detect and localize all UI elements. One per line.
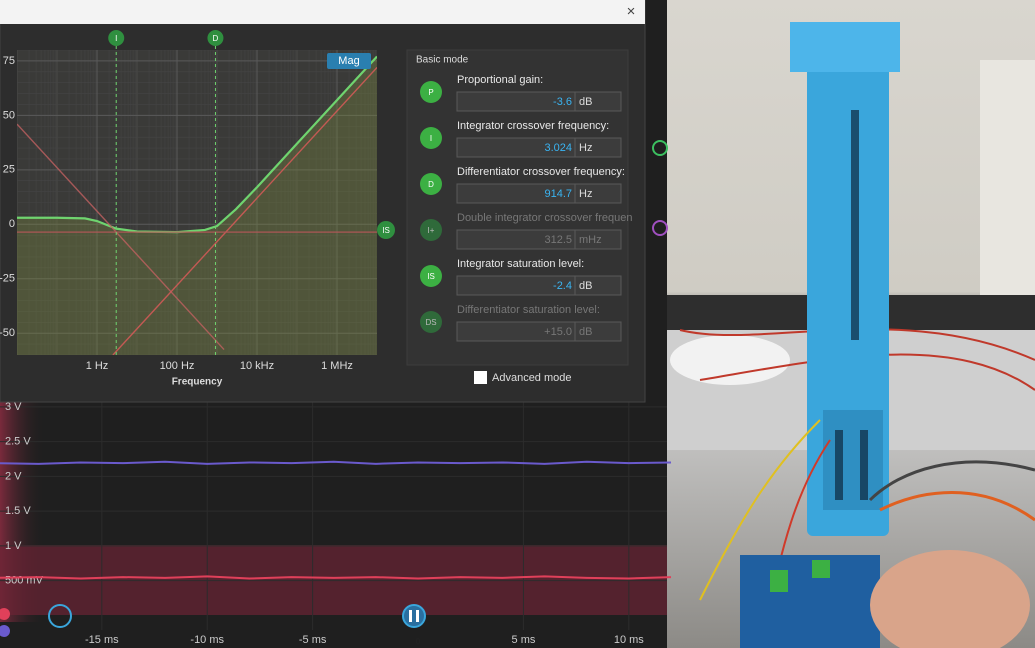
- cursor-button[interactable]: [48, 604, 72, 628]
- y-tick-label: 2.5 V: [5, 436, 31, 448]
- magnitude-curve: [17, 123, 225, 351]
- magnitude-area: [17, 56, 377, 355]
- y-tick-label: -50: [0, 327, 15, 339]
- marker-label: I: [115, 34, 117, 43]
- checkbox-label: Advanced mode: [492, 372, 572, 384]
- magnitude-curve: [112, 66, 377, 355]
- x-tick-label: 5 ms: [512, 634, 536, 646]
- marker-handle[interactable]: [108, 30, 125, 46]
- control-icon[interactable]: [420, 173, 442, 195]
- magnitude-curve: [17, 55, 377, 234]
- control-input[interactable]: [456, 275, 622, 296]
- marker-label: D: [213, 34, 219, 43]
- connector: [652, 220, 668, 236]
- control-unit: dB: [579, 96, 592, 108]
- x-axis-label: Frequency: [172, 377, 223, 388]
- x-tick-label: 1 Hz: [86, 360, 109, 372]
- y-tick-label: 0: [9, 218, 15, 230]
- title-bar: [0, 0, 645, 24]
- pause-button[interactable]: [402, 604, 426, 628]
- control-label: Integrator saturation level:: [457, 258, 584, 270]
- control-input[interactable]: [456, 91, 622, 112]
- camera-photo: [667, 0, 1035, 648]
- y-tick-label: 3 V: [5, 401, 22, 413]
- marker-handle[interactable]: [207, 30, 224, 46]
- x-tick-label: 100 Hz: [160, 360, 195, 372]
- x-tick-label: -10 ms: [190, 634, 224, 646]
- control-label: Differentiator crossover frequency:: [457, 166, 625, 178]
- close-button[interactable]: ×: [627, 3, 636, 20]
- control-label: Proportional gain:: [457, 74, 543, 86]
- y-tick-label: 1 V: [5, 540, 22, 552]
- control-input[interactable]: [456, 183, 622, 204]
- control-icon[interactable]: [420, 311, 442, 333]
- x-tick-label: 10 kHz: [240, 360, 274, 372]
- y-tick-label: 50: [3, 109, 15, 121]
- x-tick-label: 10 ms: [614, 634, 644, 646]
- trigger-label: 0: [416, 636, 421, 646]
- x-tick-label: -5 ms: [299, 634, 327, 646]
- control-icon[interactable]: [420, 219, 442, 241]
- control-value: 914.7: [544, 188, 572, 200]
- channel-b-badge[interactable]: [0, 625, 10, 637]
- side-button[interactable]: [377, 221, 395, 239]
- control-value: +15.0: [544, 326, 572, 338]
- y-tick-label: 2 V: [5, 470, 22, 482]
- control-value: 3.024: [544, 142, 572, 154]
- side-button-label: IS: [382, 226, 390, 235]
- control-icon-label: D: [428, 180, 434, 189]
- channel-a-badge[interactable]: [0, 608, 10, 620]
- control-icon-label: DS: [425, 318, 436, 327]
- connector: [652, 140, 668, 156]
- control-unit: mHz: [579, 234, 602, 246]
- y-tick-label: 1.5 V: [5, 505, 31, 517]
- trace: [0, 575, 672, 580]
- y-tick-label: 75: [3, 55, 15, 67]
- control-label: Integrator crossover frequency:: [457, 120, 609, 132]
- control-input[interactable]: [456, 137, 622, 158]
- control-value: -3.6: [553, 96, 572, 108]
- checkbox[interactable]: [474, 371, 487, 384]
- control-icon-label: P: [428, 88, 433, 97]
- control-icon[interactable]: [420, 127, 442, 149]
- control-unit: dB: [579, 326, 592, 338]
- control-label: Differentiator saturation level:: [457, 304, 600, 316]
- mag-button[interactable]: [327, 53, 371, 69]
- bode-plot: [17, 50, 377, 355]
- x-tick-label: -15 ms: [85, 634, 119, 646]
- control-input: [456, 321, 622, 342]
- control-icon[interactable]: [420, 81, 442, 103]
- control-icon-label: IS: [427, 272, 435, 281]
- control-unit: Hz: [579, 188, 592, 200]
- control-unit: Hz: [579, 142, 592, 154]
- panel-title: Basic mode: [416, 55, 469, 66]
- control-icon[interactable]: [420, 265, 442, 287]
- pid-dialog: × Basic mode 75 50 25 0 -25 -50 1 Hz 100 Hz 10 k…: [0, 0, 646, 403]
- control-value: -2.4: [553, 280, 572, 292]
- y-tick-label: 25: [3, 164, 15, 176]
- control-input: [456, 229, 622, 250]
- control-icon-label: I+: [428, 226, 435, 235]
- control-icon-label: I: [430, 134, 432, 143]
- control-label: Double integrator crossover frequen: [457, 212, 632, 224]
- mag-button-label: Mag: [338, 55, 359, 67]
- trace: [0, 460, 672, 465]
- y-tick-label: -25: [0, 273, 15, 285]
- control-value: 312.5: [544, 234, 572, 246]
- x-tick-label: 1 MHz: [321, 360, 353, 372]
- control-unit: dB: [579, 280, 592, 292]
